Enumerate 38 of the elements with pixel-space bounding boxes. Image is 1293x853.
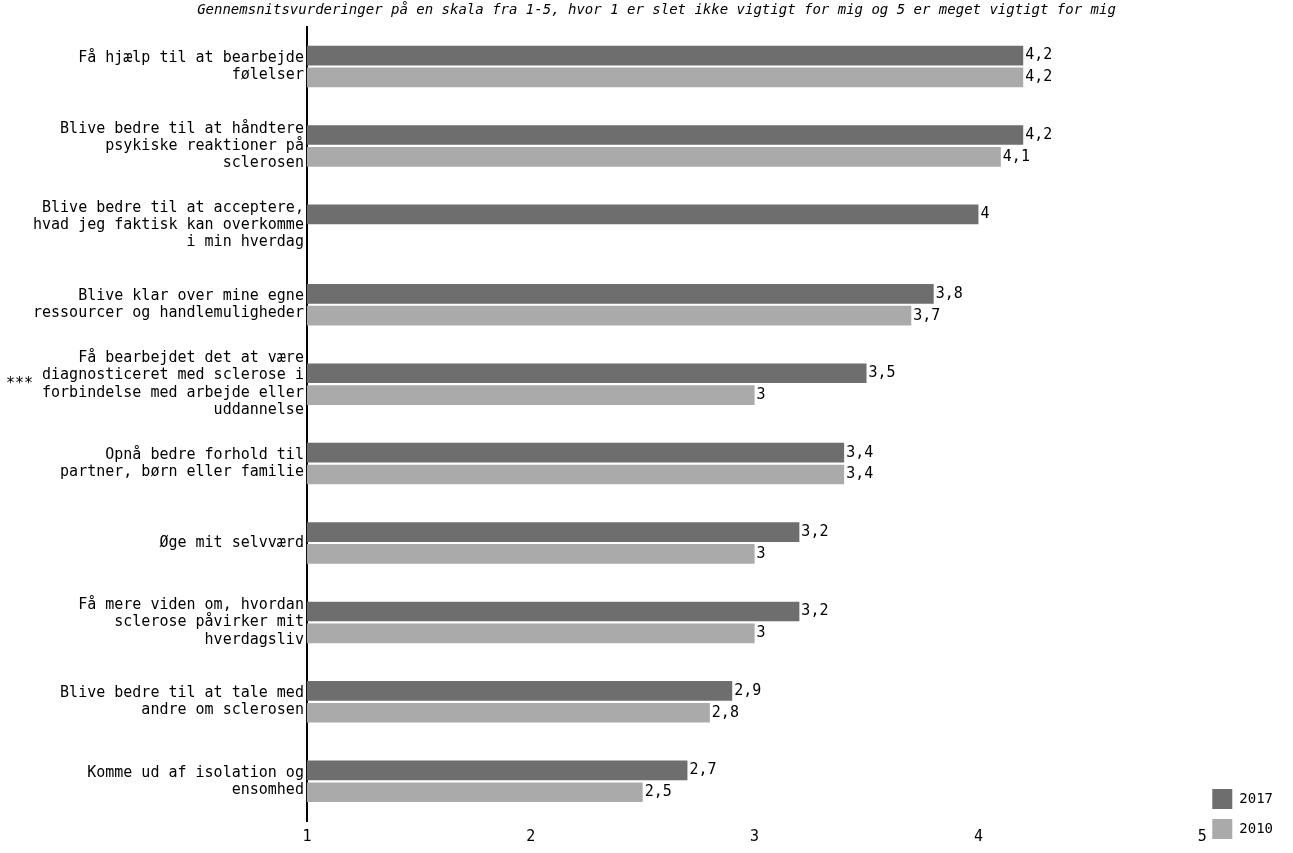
data-label: 3	[756, 543, 766, 562]
x-tick-label: 3	[750, 826, 760, 845]
x-tick-label: 2	[526, 826, 536, 845]
y-tick-label: Komme ud af isolation og ensomhed	[87, 762, 304, 798]
legend-label: 2017	[1239, 789, 1273, 806]
data-label: 3,7	[913, 305, 941, 324]
data-label: 3	[756, 385, 766, 403]
y-tick-label: Opnå bedre forhold til partner, børn eller familie	[60, 444, 304, 481]
data-label: 2,7	[689, 760, 717, 779]
data-label: 2,8	[711, 702, 739, 721]
y-tick-label: Blive bedre til at håndtere psykiske reaktioner på sclerosen	[60, 118, 304, 172]
data-label: 3,4	[846, 442, 874, 461]
data-label: 2,9	[734, 680, 762, 699]
data-label: 4,2	[1025, 67, 1053, 86]
y-tick-label: Blive bedre til at tale med andre om sclerosen	[60, 683, 304, 719]
x-tick-label: 5	[1197, 826, 1207, 845]
y-tick-label: Blive klar over mine egne ressourcer og handlemuligheder	[32, 286, 304, 322]
legend-label: 2010	[1239, 819, 1273, 836]
y-tick-label: Blive bedre til at acceptere, hvad jeg faktisk kan overkomme i min hverdag	[32, 197, 304, 251]
text: ***	[6, 374, 34, 393]
data-label: 4,2	[1025, 45, 1053, 64]
data-label: 4,2	[1025, 124, 1053, 143]
y-tick-label: Øge mit selvværd	[159, 532, 304, 551]
data-label: 3	[756, 623, 766, 642]
data-label: 2,5	[644, 782, 672, 801]
data-label: 3,8	[935, 283, 963, 302]
data-label: 4	[980, 204, 990, 223]
x-tick-label: 4	[973, 826, 983, 845]
data-label: 3,5	[868, 363, 896, 382]
data-label: 3,2	[801, 601, 829, 620]
x-tick-label: 1	[302, 826, 312, 845]
data-label: 3,2	[801, 522, 829, 540]
data-label: 3,4	[846, 464, 874, 483]
y-tick-label: Få hjælp til at bearbejde følelser	[78, 47, 304, 84]
chart-title: Gennemsnitsvurderinger på en skala fra 1-5, hvor 1 er slet ikke vigtigt for mig og 5 er meget vigtigt for mig	[197, 1, 1116, 18]
y-tick-label: Få bearbejdet det at være diagnosticeret med sclerose i forbindelse med arbejde eller uddannelse	[42, 348, 304, 418]
data-label: 4,1	[1002, 146, 1030, 165]
y-tick-label: Få mere viden om, hvordan sclerose påvirker mit hverdagsliv	[78, 595, 304, 648]
